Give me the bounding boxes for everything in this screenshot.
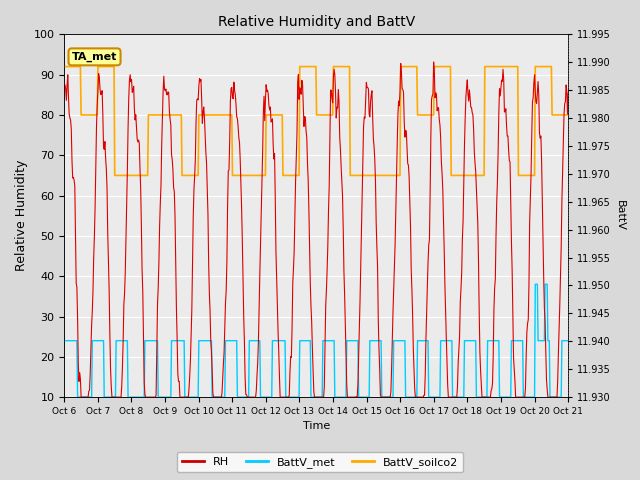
Y-axis label: Relative Humidity: Relative Humidity <box>15 160 28 271</box>
Y-axis label: BattV: BattV <box>615 200 625 231</box>
X-axis label: Time: Time <box>303 421 330 432</box>
Title: Relative Humidity and BattV: Relative Humidity and BattV <box>218 15 415 29</box>
Legend: RH, BattV_met, BattV_soilco2: RH, BattV_met, BattV_soilco2 <box>177 452 463 472</box>
Text: TA_met: TA_met <box>72 52 117 62</box>
